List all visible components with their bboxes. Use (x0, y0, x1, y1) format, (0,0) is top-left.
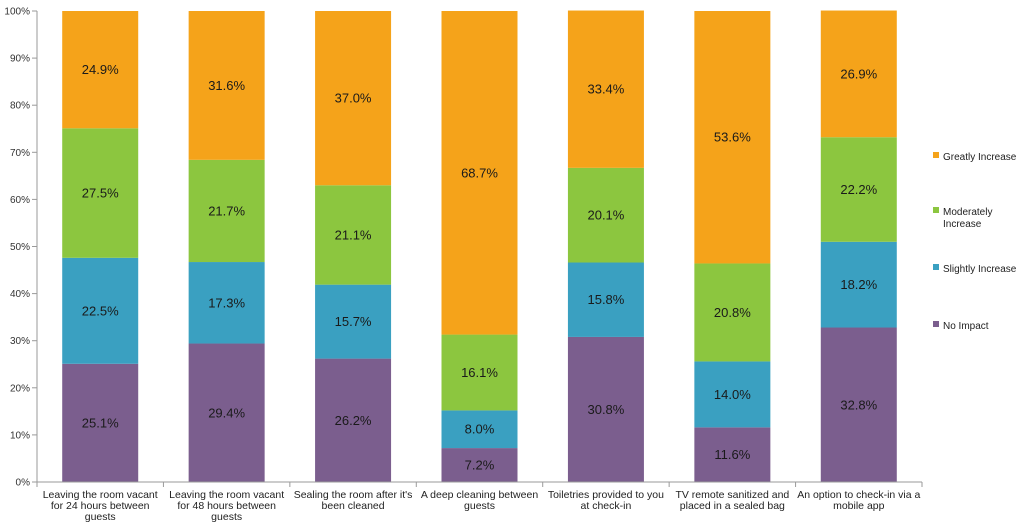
data-label: 27.5% (82, 186, 119, 201)
bar-segment (694, 263, 771, 362)
data-label: 21.1% (335, 227, 372, 242)
category-label: A deep cleaning between (421, 489, 539, 501)
data-label: 18.2% (840, 277, 877, 292)
bar-segment (441, 11, 518, 335)
category-label: Leaving the room vacant (43, 489, 158, 501)
data-label: 33.4% (587, 82, 624, 97)
category-label: guests (85, 511, 116, 523)
bar-segment (62, 363, 139, 482)
data-label: 25.1% (82, 415, 119, 430)
data-label: 31.6% (208, 78, 245, 93)
bar-segment (694, 361, 771, 428)
y-axis: 0% 10% 20% 30% 40% 50% 60% 70% 80% 90% 100% (4, 7, 38, 489)
bar-segment (62, 257, 139, 364)
bar-segment (567, 10, 644, 168)
data-label: 16.1% (461, 365, 498, 380)
y-tick-label: 20% (10, 383, 30, 394)
bar-segment (820, 327, 897, 482)
data-label: 26.9% (840, 66, 877, 81)
legend-swatch (933, 321, 939, 327)
data-label: 7.2% (465, 458, 495, 473)
data-label: 17.3% (208, 295, 245, 310)
category-label: Leaving the room vacant (169, 489, 284, 501)
legend-swatch (933, 264, 939, 270)
y-tick-label: 10% (10, 430, 30, 441)
y-tick-label: 90% (10, 54, 30, 65)
bar-segment (188, 159, 265, 263)
data-label: 14.0% (714, 387, 751, 402)
y-tick-label: 40% (10, 289, 30, 300)
bar-segment (567, 336, 644, 482)
data-label: 20.1% (587, 208, 624, 223)
category-label: An option to check-in via a (797, 489, 920, 501)
y-tick-label: 100% (4, 7, 30, 18)
plot-area: 25.1% 22.5% 27.5% 24.9% 29.4% 17.3% 21.7% 31.6%… (62, 10, 897, 482)
category-label: TV remote sanitized and (675, 489, 789, 501)
data-label: 53.6% (714, 130, 751, 145)
legend-label: No Impact (943, 321, 989, 332)
data-label: 20.8% (714, 305, 751, 320)
data-label: 15.8% (587, 292, 624, 307)
data-label: 37.0% (335, 91, 372, 106)
category-label: placed in a sealed bag (680, 500, 785, 512)
bar-segment (441, 334, 518, 411)
category-label: guests (464, 500, 495, 512)
category-label: Toiletries provided to you (548, 489, 664, 501)
y-tick-label: 50% (10, 242, 30, 253)
data-label: 11.6% (714, 447, 750, 462)
bar-segment (188, 343, 265, 482)
legend-swatch (933, 152, 939, 158)
category-label: mobile app (833, 500, 885, 512)
bar-segment (188, 262, 265, 344)
data-label: 29.4% (208, 405, 245, 420)
category-label: for 48 hours between (177, 500, 276, 512)
bar-segment (315, 284, 392, 359)
data-label: 26.2% (335, 413, 372, 428)
bar-segment (62, 128, 139, 258)
bar-segment (820, 137, 897, 242)
data-label: 30.8% (587, 402, 624, 417)
bar-segment (567, 167, 644, 263)
bar-segment (315, 185, 392, 285)
bar-segment (441, 448, 518, 482)
category-label: guests (211, 511, 242, 523)
legend-label: Greatly Increase (943, 152, 1017, 163)
bar-segment (188, 11, 265, 160)
data-label: 22.2% (840, 182, 877, 197)
data-label: 32.8% (840, 397, 877, 412)
legend-label: Moderately (943, 207, 992, 218)
bar-segment (441, 410, 518, 449)
y-tick-label: 60% (10, 195, 30, 206)
category-label: for 24 hours between (51, 500, 150, 512)
y-tick-label: 70% (10, 148, 30, 159)
y-tick-label: 30% (10, 336, 30, 347)
bar-segment (567, 262, 644, 337)
legend-label: Slightly Increase (943, 264, 1017, 275)
bar-segment (62, 11, 139, 129)
bar-segment (315, 11, 392, 186)
data-label: 68.7% (461, 165, 498, 180)
bar-segment (820, 10, 897, 138)
y-tick-label: 0% (16, 478, 31, 489)
category-label: Sealing the room after it's (294, 489, 413, 501)
bar-segment (315, 358, 392, 482)
category-label: been cleaned (322, 500, 385, 512)
y-tick-label: 80% (10, 101, 30, 112)
category-label: at check-in (581, 500, 632, 512)
bar-segment (694, 11, 771, 264)
bar-segment (820, 241, 897, 328)
data-label: 22.5% (82, 303, 119, 318)
data-label: 24.9% (82, 62, 119, 77)
legend-swatch (933, 207, 939, 213)
legend-label: Increase (943, 219, 982, 230)
data-label: 21.7% (208, 203, 245, 218)
bar-segment (694, 427, 771, 482)
data-label: 8.0% (465, 422, 495, 437)
data-label: 15.7% (335, 314, 372, 329)
